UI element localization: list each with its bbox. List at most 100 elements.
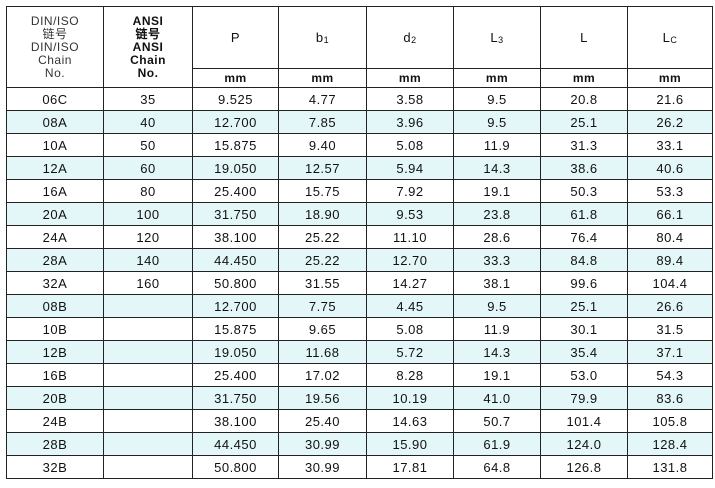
cell: 28.6 xyxy=(453,225,541,249)
table-row: 12B 19.050 11.68 5.72 14.3 35.4 37.1 xyxy=(6,340,713,364)
header-subscript: 1 xyxy=(323,35,330,45)
cell: 9.65 xyxy=(278,317,367,341)
cell: 32A xyxy=(6,271,104,295)
table-row: 32A 160 50.800 31.55 14.27 38.1 99.6 104.4 xyxy=(6,271,713,295)
cell: 32B xyxy=(6,455,104,479)
header-symbol: b xyxy=(315,30,324,45)
header-symbol: L xyxy=(580,30,588,45)
table-row: 10B 15.875 9.65 5.08 11.9 30.1 31.5 xyxy=(6,317,713,341)
cell: 25.400 xyxy=(192,179,279,203)
table-wrap: DIN/ISO 链号 DIN/ISO Chain No. ANSI 链号 ANSI Chain N… xyxy=(6,6,713,479)
empty-cell xyxy=(103,409,193,433)
header-row: DIN/ISO 链号 DIN/ISO Chain No. ANSI 链号 ANSI Chain N… xyxy=(6,6,713,88)
cell: 38.6 xyxy=(540,156,628,180)
cell: 16A xyxy=(6,179,104,203)
header-line: ANSI xyxy=(132,13,164,28)
cell: 105.8 xyxy=(627,409,713,433)
cell: 08B xyxy=(6,294,104,318)
header-line: 链号 xyxy=(135,26,161,41)
header-cell: ANSI 链号 ANSI Chain No. xyxy=(103,6,193,88)
cell: 31.750 xyxy=(192,202,279,226)
cell: 50.3 xyxy=(540,179,628,203)
cell: 7.92 xyxy=(366,179,454,203)
header-line: DIN/ISO xyxy=(30,13,80,28)
cell: 128.4 xyxy=(627,432,713,456)
cell: 12.700 xyxy=(192,294,279,318)
cell: 131.8 xyxy=(627,455,713,479)
header-subscript: 3 xyxy=(498,35,504,45)
header-line: DIN/ISO xyxy=(30,39,80,54)
cell: 20B xyxy=(6,386,104,410)
cell: 17.81 xyxy=(366,455,454,479)
table-row: 08A 40 12.700 7.85 3.96 9.5 25.1 26.2 xyxy=(6,110,713,134)
cell: 06C xyxy=(6,87,104,111)
cell: 61.8 xyxy=(540,202,628,226)
cell: 5.94 xyxy=(366,156,454,180)
cell: 26.2 xyxy=(627,110,713,134)
cell: 35.4 xyxy=(540,340,628,364)
cell: 11.10 xyxy=(366,225,454,249)
cell: 26.6 xyxy=(627,294,713,318)
cell: 8.28 xyxy=(366,363,454,387)
header-symbol: P xyxy=(230,30,241,45)
cell: 9.5 xyxy=(453,294,541,318)
header-line: ANSI xyxy=(132,39,164,54)
cell: 15.75 xyxy=(278,179,367,203)
cell: 21.6 xyxy=(627,87,713,111)
cell: 11.68 xyxy=(278,340,367,364)
cell: 9.5 xyxy=(453,87,541,111)
table-row: 28B 44.450 30.99 15.90 61.9 124.0 128.4 xyxy=(6,432,713,456)
cell: 23.8 xyxy=(453,202,541,226)
cell: 25.400 xyxy=(192,363,279,387)
cell: 7.85 xyxy=(278,110,367,134)
cell: 38.1 xyxy=(453,271,541,295)
header-cell: DIN/ISO 链号 DIN/ISO Chain No. xyxy=(6,6,104,88)
cell: 16B xyxy=(6,363,104,387)
cell: 61.9 xyxy=(453,432,541,456)
cell: 3.58 xyxy=(366,87,454,111)
unit-cell: mm xyxy=(453,68,541,88)
cell: 11.9 xyxy=(453,133,541,157)
cell: 100 xyxy=(103,202,193,226)
cell: 19.56 xyxy=(278,386,367,410)
cell: 50.800 xyxy=(192,455,279,479)
cell: 12.70 xyxy=(366,248,454,272)
cell: 53.0 xyxy=(540,363,628,387)
chain-table: DIN/ISO 链号 DIN/ISO Chain No. ANSI 链号 ANSI Chain N… xyxy=(6,6,713,479)
cell: 7.75 xyxy=(278,294,367,318)
cell: 24B xyxy=(6,409,104,433)
header-cell: L3 xyxy=(453,6,541,69)
header-cell: LC xyxy=(627,6,713,69)
header-symbol: L xyxy=(490,30,499,45)
cell: 11.9 xyxy=(453,317,541,341)
cell: 84.8 xyxy=(540,248,628,272)
cell: 25.1 xyxy=(540,294,628,318)
cell: 18.90 xyxy=(278,202,367,226)
cell: 76.4 xyxy=(540,225,628,249)
cell: 10A xyxy=(6,133,104,157)
cell: 126.8 xyxy=(540,455,628,479)
cell: 19.1 xyxy=(453,179,541,203)
cell: 79.9 xyxy=(540,386,628,410)
table-row: 24A 120 38.100 25.22 11.10 28.6 76.4 80.4 xyxy=(6,225,713,249)
cell: 15.90 xyxy=(366,432,454,456)
cell: 101.4 xyxy=(540,409,628,433)
cell: 28B xyxy=(6,432,104,456)
table-row: 10A 50 15.875 9.40 5.08 11.9 31.3 33.1 xyxy=(6,133,713,157)
cell: 10.19 xyxy=(366,386,454,410)
cell: 99.6 xyxy=(540,271,628,295)
cell: 9.5 xyxy=(453,110,541,134)
cell: 9.53 xyxy=(366,202,454,226)
table-row: 16A 80 25.400 15.75 7.92 19.1 50.3 53.3 xyxy=(6,179,713,203)
cell: 20.8 xyxy=(540,87,628,111)
cell: 104.4 xyxy=(627,271,713,295)
cell: 31.55 xyxy=(278,271,367,295)
cell: 20A xyxy=(6,202,104,226)
cell: 120 xyxy=(103,225,193,249)
table-row: 32B 50.800 30.99 17.81 64.8 126.8 131.8 xyxy=(6,455,713,479)
table-body: 06C 35 9.525 4.77 3.58 9.5 20.8 21.6 08A 40 12.700… xyxy=(6,87,713,479)
cell: 38.100 xyxy=(192,409,279,433)
cell: 5.72 xyxy=(366,340,454,364)
cell: 19.1 xyxy=(453,363,541,387)
cell: 4.45 xyxy=(366,294,454,318)
